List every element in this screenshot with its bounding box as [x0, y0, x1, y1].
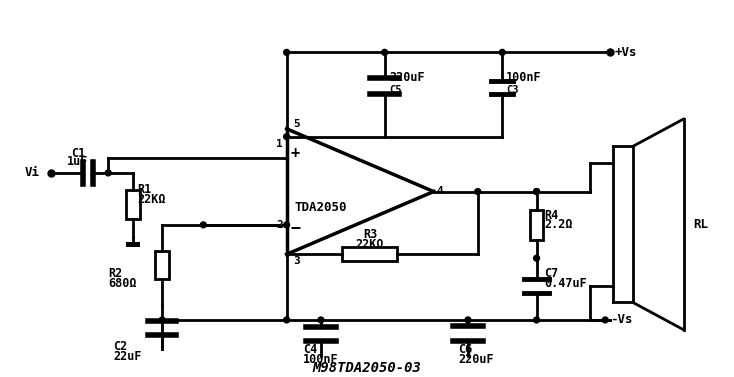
Text: 100nF: 100nF — [506, 71, 542, 84]
Text: M98TDA2050-03: M98TDA2050-03 — [313, 361, 421, 375]
Bar — [343, 247, 397, 261]
Circle shape — [534, 188, 539, 195]
Circle shape — [283, 222, 290, 228]
Text: 1: 1 — [276, 138, 283, 149]
Circle shape — [499, 49, 505, 55]
Circle shape — [607, 49, 613, 55]
Text: Vi: Vi — [25, 166, 40, 179]
Circle shape — [283, 134, 290, 139]
Text: 1uF: 1uF — [67, 155, 89, 168]
Circle shape — [534, 317, 539, 323]
Text: 220uF: 220uF — [390, 71, 425, 84]
Circle shape — [105, 170, 111, 176]
Text: -Vs: -Vs — [610, 313, 633, 326]
Text: +Vs: +Vs — [615, 46, 638, 59]
Text: R2: R2 — [108, 267, 123, 280]
Text: 2.2Ω: 2.2Ω — [545, 218, 573, 231]
Text: 22uF: 22uF — [113, 350, 142, 363]
Circle shape — [283, 317, 290, 323]
Text: R3: R3 — [363, 228, 377, 241]
Text: C7: C7 — [545, 267, 559, 280]
Text: C2: C2 — [113, 340, 128, 353]
Text: C6: C6 — [458, 343, 473, 356]
Circle shape — [200, 222, 206, 228]
Circle shape — [475, 188, 481, 195]
Bar — [530, 210, 543, 239]
Text: R4: R4 — [545, 208, 559, 222]
Text: 3: 3 — [294, 256, 300, 266]
Text: C1: C1 — [70, 147, 85, 160]
Circle shape — [534, 255, 539, 261]
Text: 22KΩ: 22KΩ — [356, 238, 384, 251]
Text: RL: RL — [694, 218, 708, 231]
Text: R1: R1 — [138, 183, 152, 196]
Text: C3: C3 — [506, 84, 519, 95]
Text: 4: 4 — [437, 185, 443, 196]
Bar — [156, 251, 169, 279]
Bar — [126, 242, 139, 247]
Text: C4: C4 — [303, 343, 318, 356]
Circle shape — [534, 188, 539, 195]
Text: C5: C5 — [390, 84, 402, 95]
Text: −: − — [291, 218, 300, 236]
Text: 220uF: 220uF — [458, 352, 494, 366]
Text: TDA2050: TDA2050 — [294, 201, 347, 214]
Circle shape — [382, 49, 388, 55]
Bar — [126, 190, 139, 219]
Circle shape — [159, 317, 165, 323]
Text: 2: 2 — [276, 220, 283, 230]
Text: 5: 5 — [294, 119, 300, 129]
Text: 100nF: 100nF — [303, 352, 339, 366]
Text: 22KΩ: 22KΩ — [138, 193, 166, 206]
Circle shape — [283, 49, 290, 55]
Circle shape — [318, 317, 324, 323]
Text: 0.47uF: 0.47uF — [545, 277, 587, 290]
Text: +: + — [291, 146, 300, 161]
Circle shape — [465, 317, 471, 323]
Text: 680Ω: 680Ω — [108, 277, 137, 290]
Circle shape — [602, 317, 608, 323]
